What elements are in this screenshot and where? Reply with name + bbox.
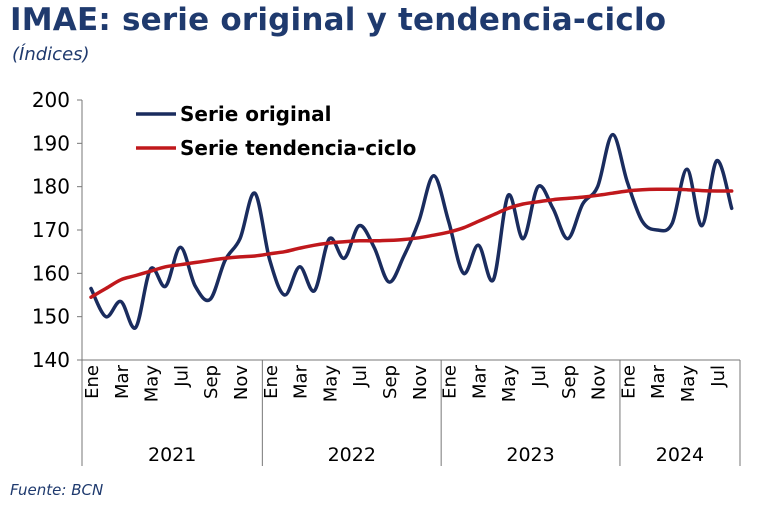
x-tick-label: Nov bbox=[589, 365, 610, 400]
y-tick-label: 200 bbox=[32, 88, 70, 112]
plot-area bbox=[89, 132, 734, 330]
x-tick-label: May bbox=[320, 365, 341, 403]
x-tick-label: Ene bbox=[618, 365, 639, 399]
x-tick-label: Sep bbox=[380, 365, 401, 399]
legend: Serie original Serie tendencia-ciclo bbox=[136, 102, 416, 160]
year-label: 2021 bbox=[148, 444, 196, 466]
x-tick-label: Nov bbox=[231, 365, 252, 400]
series-line-serie-tendencia-ciclo bbox=[89, 187, 734, 299]
x-tick-label: May bbox=[142, 365, 163, 403]
x-tick-label: Jul bbox=[529, 365, 550, 388]
y-tick-label: 150 bbox=[32, 305, 70, 329]
x-tick-label: Sep bbox=[201, 365, 222, 399]
x-tick-label: May bbox=[678, 365, 699, 403]
x-tick-label: Jul bbox=[708, 365, 729, 388]
x-tick-label: Sep bbox=[559, 365, 580, 399]
chart-subtitle: (Índices) bbox=[12, 44, 90, 65]
series-line-serie-original bbox=[89, 132, 734, 330]
legend-label-serie-original: Serie original bbox=[180, 102, 331, 126]
x-tick-label: Ene bbox=[440, 365, 461, 399]
x-axis: Ene Mar May Jul Sep Nov Ene Mar May Jul Sep Nov Ene M… bbox=[81, 359, 741, 466]
x-tick-label: Ene bbox=[261, 365, 282, 399]
x-tick-label: Ene bbox=[82, 365, 103, 399]
x-tick-label: Jul bbox=[350, 365, 371, 388]
x-tick-label: Mar bbox=[469, 364, 490, 399]
y-tick-label: 190 bbox=[32, 131, 70, 155]
source-note: Fuente: BCN bbox=[10, 481, 104, 499]
year-label: 2023 bbox=[506, 444, 554, 466]
x-tick-label: Mar bbox=[291, 364, 312, 399]
legend-label-serie-tendencia-ciclo: Serie tendencia-ciclo bbox=[180, 136, 416, 160]
y-tick-label: 180 bbox=[32, 175, 70, 199]
chart-title: IMAE: serie original y tendencia-ciclo bbox=[10, 2, 667, 38]
y-tick-label: 170 bbox=[32, 218, 70, 242]
x-tick-label: Mar bbox=[648, 364, 669, 399]
y-tick-label: 160 bbox=[32, 261, 70, 285]
y-axis: 140 150 160 170 180 190 200 bbox=[32, 88, 83, 372]
x-tick-label: May bbox=[499, 365, 520, 403]
x-tick-label: Jul bbox=[171, 365, 192, 388]
x-tick-label: Nov bbox=[410, 365, 431, 400]
x-tick-label: Mar bbox=[112, 364, 133, 399]
year-label: 2022 bbox=[328, 444, 376, 466]
y-tick-label: 140 bbox=[32, 348, 70, 372]
year-label: 2024 bbox=[656, 444, 704, 466]
